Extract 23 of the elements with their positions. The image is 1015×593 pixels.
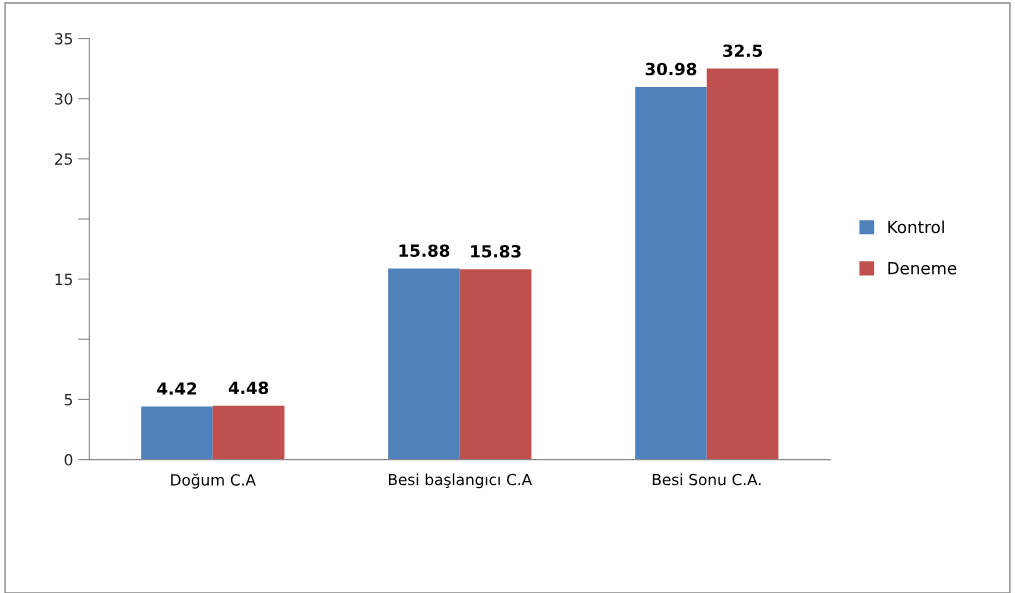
bar [459,269,532,460]
bar [388,268,460,460]
legend-label: Deneme [888,262,957,275]
data-label: 4.42 [157,382,197,395]
bar [141,406,213,460]
bar [706,68,779,460]
x-tick-label: Besi başlangıcı C.A [388,473,532,489]
y-tick-label: 0 [64,454,73,466]
data-label: 32.5 [723,44,762,58]
x-tick-label: Doğum C.A [171,473,256,489]
bar [635,86,707,460]
data-label: 4.48 [228,381,269,395]
y-tick-label: 35 [55,33,73,45]
y-tick-label: 30 [55,93,73,105]
data-label: 30.98 [645,62,697,76]
y-tick-label: 5 [64,394,73,406]
y-tick-label: 15 [55,273,73,286]
data-label: 15.83 [471,244,521,258]
data-label: 15.88 [399,244,450,257]
y-tick-label: 25 [55,153,73,165]
x-tick-label: Besi Sonu C.A. [652,473,761,486]
bar [212,405,285,460]
legend-label: Kontrol [888,220,944,234]
